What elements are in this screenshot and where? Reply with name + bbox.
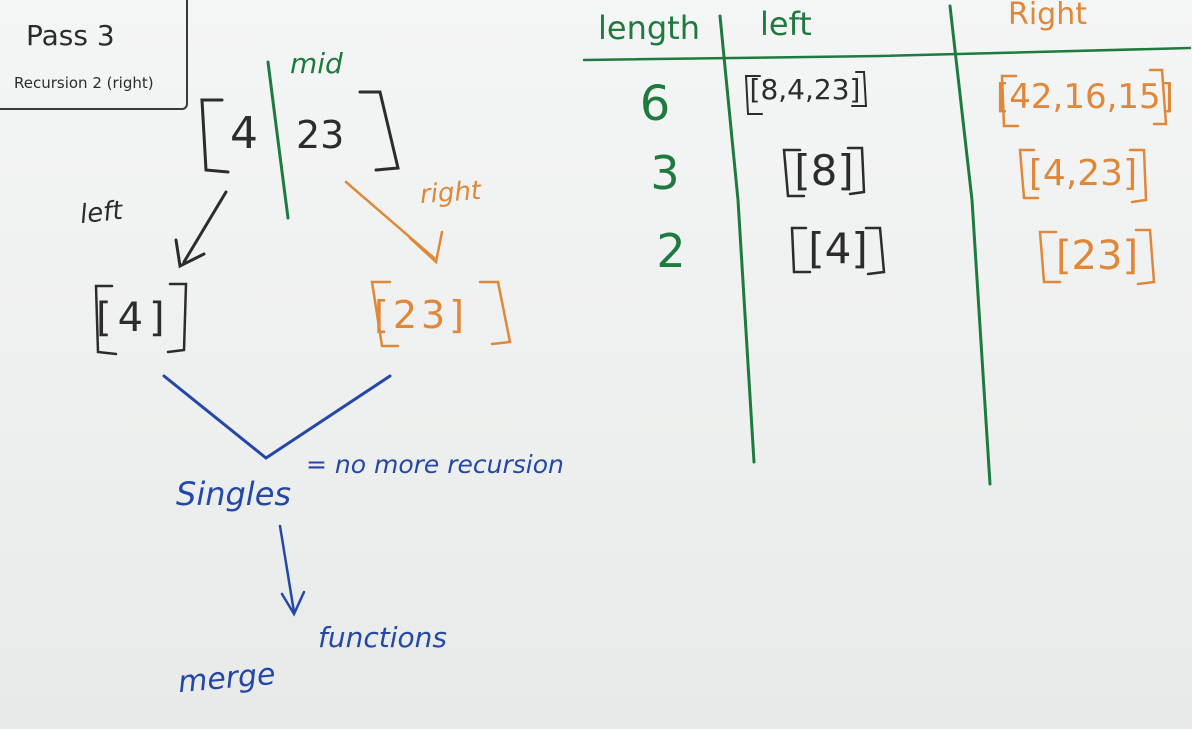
pass-label-frame <box>0 0 188 110</box>
right-child-array: [23] <box>374 293 469 337</box>
left-child-close-bracket <box>166 282 188 354</box>
row3-left-brackets <box>790 226 886 276</box>
table-row-1-left: [8,4,23] <box>749 73 861 106</box>
table-row-2-length: 3 <box>650 146 680 200</box>
row1-right-brackets <box>1000 68 1168 128</box>
split-array-left-value: 4 <box>230 108 258 159</box>
right-child-close-bracket <box>478 280 512 346</box>
pass-title: Pass 3 <box>26 19 115 52</box>
row1-left-brackets <box>744 71 868 115</box>
left-child-open-bracket <box>94 284 118 356</box>
left-arrow <box>182 190 228 264</box>
right-arrow-head <box>408 230 444 265</box>
merge-down-arrow-head <box>280 590 306 617</box>
merge-label: merge <box>176 656 277 701</box>
merge-down-arrow <box>278 524 296 614</box>
table-header-left: left <box>760 5 812 43</box>
row3-right-brackets <box>1038 228 1156 286</box>
row2-right-brackets <box>1018 148 1148 204</box>
table-row-3-right: [23] <box>1055 233 1139 279</box>
table-row-1-right: [42,16,15] <box>996 77 1174 117</box>
merge-v-lines <box>162 374 392 460</box>
right-child-open-bracket <box>370 280 400 348</box>
mid-label: mid <box>290 47 343 80</box>
split-open-bracket <box>200 98 230 174</box>
table-header-right: Right <box>1008 0 1087 32</box>
table-row-3-left: [4] <box>808 224 868 273</box>
table-header-length: length <box>598 9 700 47</box>
pass-subtitle: Recursion 2 (right) <box>14 74 154 92</box>
split-close-bracket <box>358 90 400 172</box>
table-row-2-right: [4,23] <box>1028 153 1138 194</box>
singles-label: Singles <box>176 475 292 513</box>
table-row-2-left: [8] <box>794 146 854 195</box>
functions-label: functions <box>318 621 447 654</box>
table-header-line <box>582 46 1192 62</box>
mid-divider-line <box>266 60 290 220</box>
table-row-3-length: 2 <box>656 224 686 278</box>
table-row-1-length: 6 <box>639 76 671 132</box>
left-arrow-head <box>174 238 206 269</box>
table-col-divider-2 <box>948 4 992 486</box>
table-col-divider-1 <box>718 14 756 464</box>
right-label: right <box>419 175 483 211</box>
row2-left-brackets <box>782 146 866 198</box>
no-more-recursion-label: = no more recursion <box>306 450 564 479</box>
left-label: left <box>78 195 125 231</box>
split-array-right-value: 23 <box>296 113 345 157</box>
left-child-array: [4] <box>96 295 171 341</box>
